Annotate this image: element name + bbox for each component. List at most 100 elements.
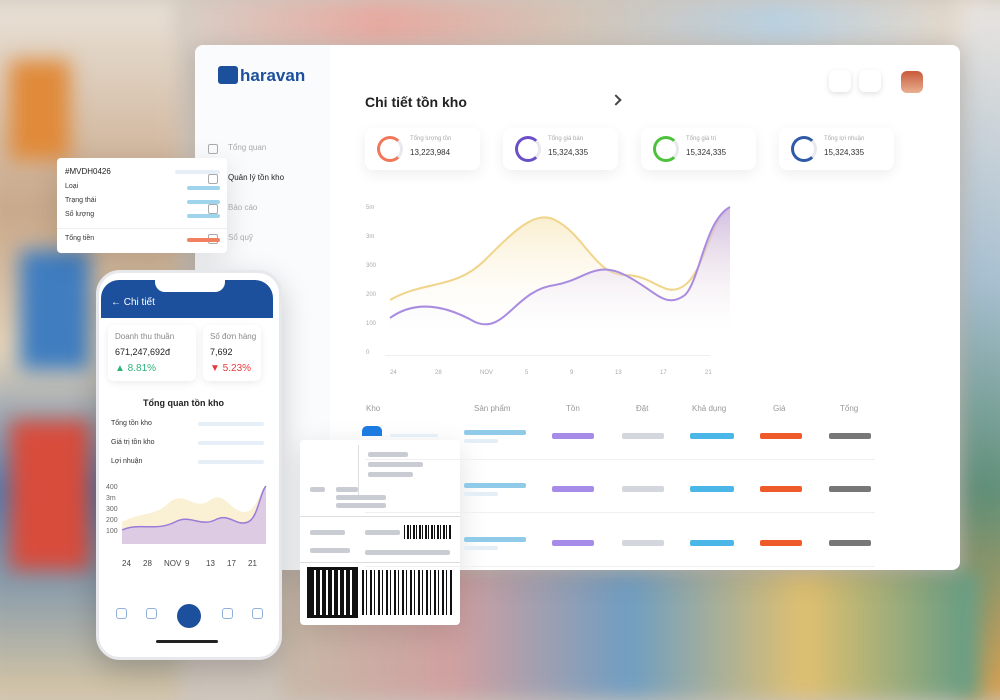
table-header: Kho (366, 404, 381, 413)
placeholder-bar (829, 486, 871, 492)
placeholder-bar (464, 439, 498, 443)
placeholder-bar (368, 462, 423, 467)
y-tick-label: 100 (366, 321, 377, 327)
page-title: Chi tiết tồn kho (365, 94, 467, 110)
placeholder-bar (365, 530, 400, 535)
receipt-divider (300, 562, 460, 563)
placeholder-bar (368, 452, 408, 457)
table-header: Sản phẩm (474, 404, 511, 413)
x-tick-label: 5 (525, 370, 529, 376)
qr-code (307, 567, 358, 618)
table-header: Khả dụng (692, 404, 727, 413)
notification-button[interactable] (859, 70, 881, 92)
placeholder-bar (829, 433, 871, 439)
section-title: Tổng quan tồn kho (143, 398, 224, 408)
nav-icon[interactable] (146, 608, 157, 619)
placeholder-bar (368, 472, 413, 477)
placeholder-bar (829, 540, 871, 546)
area (122, 486, 266, 544)
stat-value: 15,324,335 (686, 148, 727, 157)
placeholder-bar (760, 433, 802, 439)
placeholder-bar (336, 487, 358, 492)
stat-value: 13,223,984 (410, 148, 451, 157)
sidebar-item[interactable]: Báo cáo (228, 203, 258, 212)
phone-header-title[interactable]: ← Chi tiết (111, 297, 155, 308)
receipt-divider (300, 516, 460, 517)
stat-icon (377, 136, 403, 162)
shelf (180, 0, 980, 45)
kpi-change: ▲ 8.81% (115, 363, 157, 374)
dashboard-chart (389, 206, 731, 340)
barcode (362, 570, 452, 615)
stat-value: 15,324,335 (824, 148, 865, 157)
sidebar-icon (208, 174, 218, 184)
y-tick-label: 3m (366, 234, 375, 240)
sidebar-item[interactable]: Quản lý tồn kho (228, 173, 285, 182)
table-header: Tồn (566, 404, 580, 413)
placeholder-bar (622, 433, 664, 439)
placeholder-bar (690, 433, 734, 439)
placeholder-bar (622, 486, 664, 492)
nav-icon[interactable] (252, 608, 263, 619)
x-tick-label: 9 (570, 370, 574, 376)
order-field: Tổng tiền (65, 235, 95, 242)
row-divider (365, 459, 875, 460)
kpi-label: Số đơn hàng (210, 332, 257, 341)
line (389, 206, 731, 326)
placeholder-bar (198, 422, 264, 426)
placeholder-bar (622, 540, 664, 546)
placeholder-bar (464, 483, 526, 488)
placeholder-bar (390, 434, 438, 437)
order-field: Loại (65, 183, 79, 190)
chat-button[interactable] (829, 70, 851, 92)
x-tick-label: NOV (164, 559, 182, 568)
row-divider (365, 566, 875, 567)
order-divider (57, 228, 227, 229)
stat-icon (653, 136, 679, 162)
x-tick-label: 17 (660, 370, 667, 376)
book (10, 420, 90, 570)
avatar[interactable] (901, 71, 923, 93)
placeholder-bar (336, 495, 386, 500)
nav-icon[interactable] (116, 608, 127, 619)
placeholder-bar (310, 487, 325, 492)
placeholder-bar (310, 548, 350, 553)
placeholder-bar (760, 540, 802, 546)
nav-icon[interactable] (222, 608, 233, 619)
logo: haravan (240, 66, 306, 85)
x-tick-label: 9 (185, 559, 190, 568)
y-tick-label: 300 (366, 263, 377, 269)
x-tick-label: NOV (480, 370, 494, 376)
barcode (404, 525, 452, 539)
logo-icon (218, 66, 238, 84)
stat-icon (515, 136, 541, 162)
order-field: Trạng thái (65, 197, 97, 204)
warehouse-chip (362, 426, 382, 436)
kpi-value: 671,247,692đ (115, 347, 171, 357)
placeholder-bar (464, 430, 526, 435)
receipt-divider (358, 445, 359, 495)
stat-label: Tổng giá trị (686, 136, 717, 142)
sidebar-item[interactable]: Tổng quan (228, 143, 267, 152)
x-tick-label: 24 (122, 559, 131, 568)
phone-notch (155, 276, 225, 292)
y-tick-label: 200 (366, 292, 377, 298)
x-tick-label: 24 (390, 370, 397, 376)
placeholder-bar (175, 170, 220, 174)
x-tick-label: 21 (248, 559, 257, 568)
nav-center-button[interactable] (177, 604, 201, 628)
phone-row: Giá trị tồn kho (111, 439, 155, 446)
x-tick-label: 13 (615, 370, 622, 376)
phone-row: Tổng tồn kho (111, 420, 152, 427)
sidebar-icon (208, 204, 218, 214)
home-indicator (156, 640, 218, 643)
x-tick-label: 13 (206, 559, 215, 568)
sidebar-item[interactable]: Sổ quỹ (228, 233, 253, 242)
placeholder-bar (690, 540, 734, 546)
book (10, 60, 70, 160)
placeholder-bar (464, 537, 526, 542)
placeholder-bar (464, 546, 498, 550)
placeholder-bar (365, 550, 450, 555)
placeholder-bar (187, 214, 220, 218)
